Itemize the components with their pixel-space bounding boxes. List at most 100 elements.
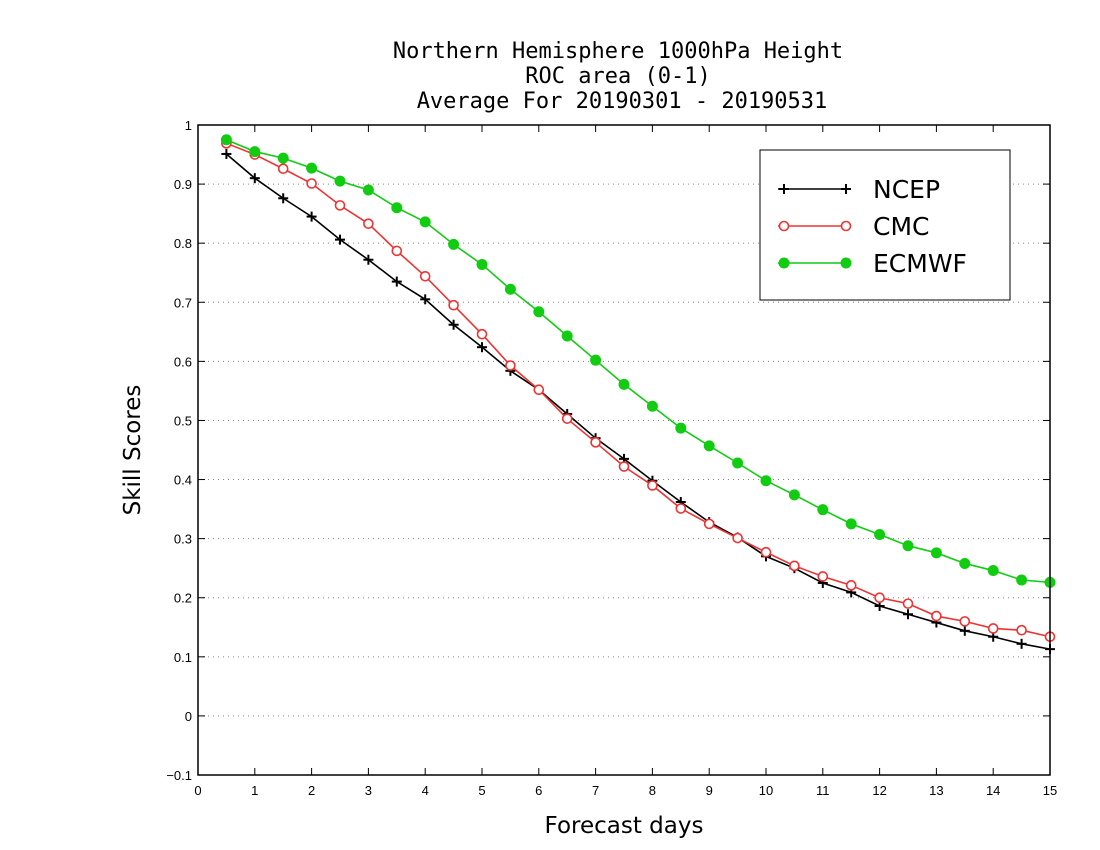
data-point-cmc	[306, 178, 317, 189]
data-point-cmc	[363, 218, 374, 229]
data-point-cmc	[448, 299, 459, 311]
legend-marker	[840, 257, 852, 269]
chart-title-line-1: Northern Hemisphere 1000hPa Height	[393, 39, 843, 64]
data-point-ecmwf	[277, 152, 289, 164]
x-tick-label: 6	[535, 783, 542, 798]
legend-marker	[840, 220, 852, 232]
data-point-ecmwf	[306, 162, 318, 174]
data-point-cmc	[959, 616, 971, 627]
x-tick-label: 2	[308, 783, 315, 798]
y-tick-label: 0.5	[174, 413, 192, 428]
data-point-ecmwf	[987, 565, 999, 577]
data-point-ecmwf	[732, 457, 744, 469]
x-axis-label: Forecast days	[545, 813, 704, 839]
data-point-ecmwf	[675, 422, 687, 434]
data-point-cmc	[334, 200, 346, 211]
data-point-ecmwf	[590, 354, 602, 366]
data-point-cmc	[732, 532, 743, 544]
legend-marker	[841, 184, 851, 194]
data-point-cmc	[476, 328, 488, 340]
x-tick-label: 4	[422, 783, 429, 798]
legend-item-ecmwf: ECMWF	[778, 249, 967, 278]
data-point-cmc	[1016, 624, 1027, 636]
chart-title-line-2: ROC area (0-1)	[525, 64, 710, 89]
data-point-ncep	[278, 193, 289, 204]
data-point-ecmwf	[220, 134, 232, 146]
legend-label-cmc: CMC	[873, 212, 929, 241]
x-tick-label: 9	[706, 783, 713, 798]
data-point-ecmwf	[533, 306, 545, 318]
data-point-cmc	[505, 360, 516, 371]
data-point-cmc	[675, 503, 687, 514]
data-point-ncep	[221, 148, 232, 159]
y-tick-label: 1	[185, 118, 192, 133]
series-ncep	[221, 148, 1055, 655]
data-point-cmc	[561, 413, 573, 424]
x-tick-label: 10	[759, 783, 773, 798]
data-point-ncep	[420, 294, 431, 305]
data-point-ecmwf	[646, 400, 658, 412]
y-tick-label: 0.6	[174, 354, 192, 369]
y-tick-label: 0.3	[174, 532, 192, 547]
x-tick-label: 1	[251, 783, 258, 798]
data-point-ncep	[448, 319, 459, 330]
legend-marker	[778, 220, 790, 232]
series-line-ncep	[225, 153, 1051, 650]
data-point-ecmwf	[618, 378, 630, 390]
legend-item-ncep: NCEP	[778, 175, 940, 204]
data-point-ecmwf	[817, 504, 829, 516]
legend-marker	[778, 257, 790, 269]
data-point-ecmwf	[391, 202, 403, 214]
data-point-ecmwf	[504, 283, 516, 295]
data-point-ncep	[1016, 638, 1027, 649]
series-group	[220, 134, 1056, 655]
series-ecmwf	[220, 134, 1056, 588]
data-point-ecmwf	[874, 529, 886, 540]
data-point-cmc	[789, 560, 800, 572]
data-point-ecmwf	[362, 184, 374, 196]
chart-title-line-3: Average For 20190301 - 20190531	[417, 89, 828, 114]
data-point-cmc	[391, 245, 403, 257]
x-tick-label: 5	[478, 783, 485, 798]
data-point-cmc	[874, 592, 885, 604]
data-point-ncep	[335, 234, 345, 245]
data-point-ecmwf	[703, 440, 715, 452]
data-point-ecmwf	[249, 146, 261, 158]
legend-item-cmc: CMC	[778, 212, 929, 241]
legend-label-ecmwf: ECMWF	[873, 249, 967, 278]
data-point-cmc	[760, 546, 772, 558]
y-tick-label: −0.1	[166, 768, 192, 783]
data-point-ncep	[249, 173, 260, 184]
y-tick-label: 0.2	[174, 591, 192, 606]
data-point-ncep	[363, 254, 374, 265]
data-point-cmc	[703, 518, 715, 530]
data-point-cmc	[931, 610, 942, 622]
data-point-cmc	[647, 480, 658, 491]
y-tick-label: 0.1	[174, 650, 192, 665]
plot-frame	[197, 124, 1051, 776]
y-tick-label: 0.9	[174, 177, 192, 192]
data-point-ecmwf	[561, 330, 573, 342]
data-point-ecmwf	[1016, 574, 1028, 586]
data-point-ncep	[391, 276, 402, 287]
data-point-ecmwf	[760, 475, 772, 487]
legend-label-ncep: NCEP	[873, 175, 940, 204]
y-tick-label: 0.8	[174, 236, 192, 251]
x-tick-label: 15	[1043, 783, 1057, 798]
x-tick-label: 13	[929, 783, 943, 798]
y-axis-ticks: −0.1 0 0.1 0.2 0.3 0.4 0.5 0.6 0.7 0.8 0.9 1	[166, 118, 1050, 783]
data-point-ecmwf	[476, 258, 488, 270]
data-point-ncep	[306, 211, 317, 222]
data-point-ecmwf	[845, 518, 857, 530]
legend: NCEP CMC ECMWF	[759, 149, 1011, 301]
data-point-ecmwf	[448, 238, 460, 250]
data-point-cmc	[902, 598, 914, 609]
data-point-ecmwf	[902, 540, 914, 552]
legend-box	[759, 149, 1011, 301]
x-tick-label: 0	[194, 783, 201, 798]
data-point-ecmwf	[959, 557, 971, 569]
data-point-ncep	[903, 609, 913, 620]
y-tick-label: 0.4	[174, 473, 192, 488]
data-point-cmc	[845, 580, 857, 591]
